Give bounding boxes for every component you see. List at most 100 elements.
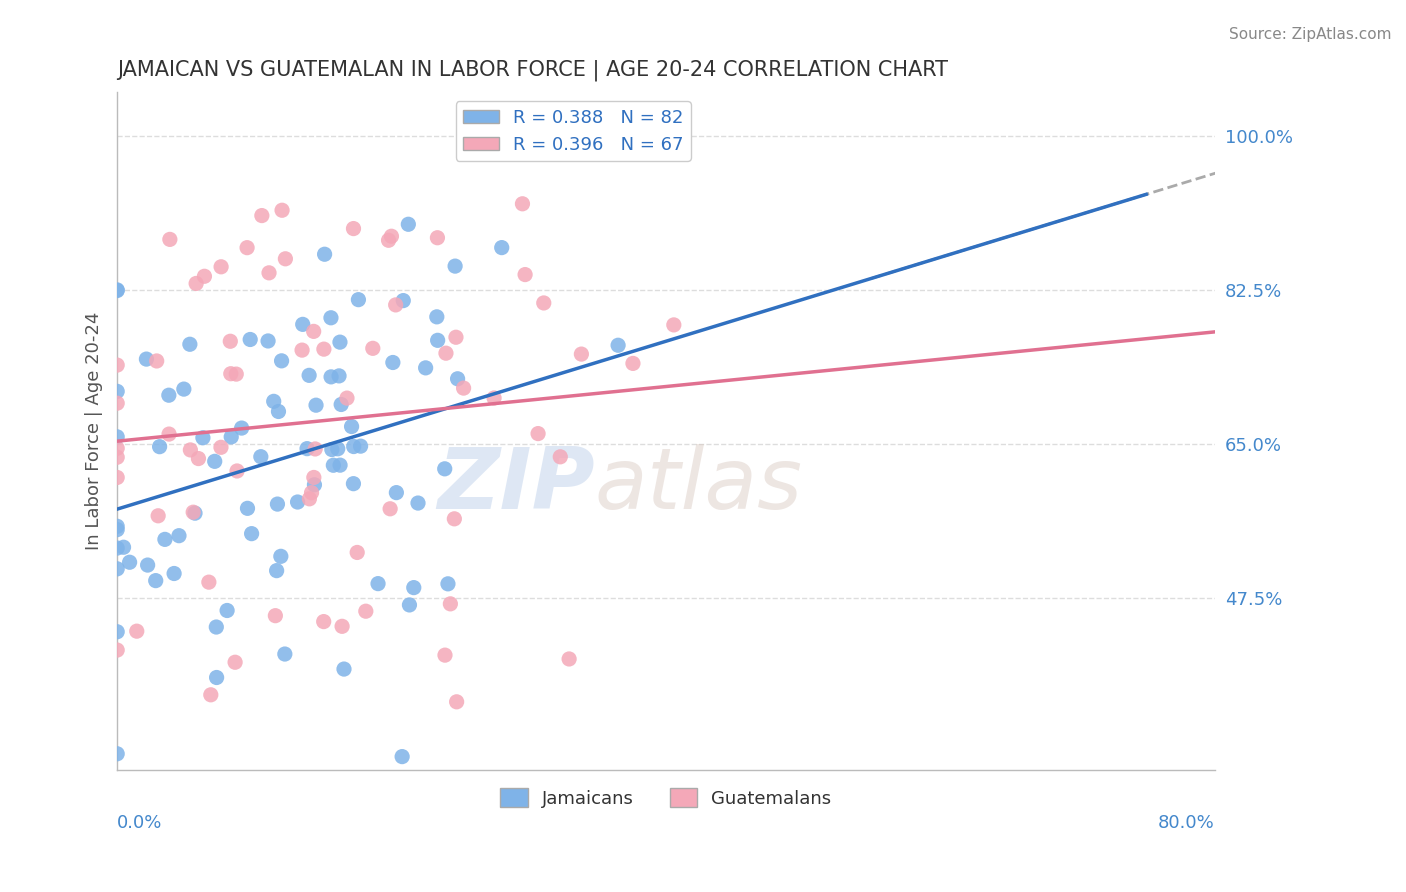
Point [105,562,128,576]
Point [219,334,242,349]
Text: 80.0%: 80.0% [1159,814,1215,832]
Point [105,624,128,639]
Point [231,421,253,435]
Point [264,608,287,623]
Point [406,496,429,510]
Point [198,575,221,590]
Point [145,354,167,368]
Point [321,442,343,457]
Point [250,450,273,464]
Point [527,426,550,441]
Point [301,485,323,500]
Point [662,318,685,332]
Point [312,342,335,356]
Point [105,384,128,399]
Point [305,398,328,412]
Point [225,367,247,381]
Point [319,310,342,325]
Point [205,620,228,634]
Point [250,209,273,223]
Point [125,624,148,639]
Point [149,440,172,454]
Point [217,603,239,617]
Point [105,541,128,555]
Text: atlas: atlas [595,443,803,527]
Point [319,369,342,384]
Point [224,655,246,669]
Point [340,419,363,434]
Point [398,598,420,612]
Point [105,523,128,537]
Point [513,268,536,282]
Point [240,526,263,541]
Point [136,558,159,572]
Point [433,462,456,476]
Point [270,354,292,368]
Point [607,338,630,352]
Point [263,394,285,409]
Point [105,396,128,410]
Point [336,391,359,405]
Point [191,431,214,445]
Point [209,440,232,454]
Point [396,217,419,231]
Point [287,495,309,509]
Point [302,470,325,484]
Point [343,440,366,454]
Point [163,566,186,581]
Point [304,477,326,491]
Text: Source: ZipAtlas.com: Source: ZipAtlas.com [1229,27,1392,42]
Point [302,324,325,338]
Point [433,648,456,662]
Point [105,430,128,444]
Text: JAMAICAN VS GUATEMALAN IN LABOR FORCE | AGE 20-24 CORRELATION CHART: JAMAICAN VS GUATEMALAN IN LABOR FORCE | … [117,60,948,81]
Point [274,252,297,266]
Point [491,241,513,255]
Point [291,318,314,332]
Point [392,293,415,308]
Point [219,430,242,444]
Point [330,619,353,633]
Point [437,577,460,591]
Point [415,360,437,375]
Point [377,233,399,247]
Point [380,229,402,244]
Point [105,442,128,456]
Point [330,397,353,411]
Point [342,476,364,491]
Point [346,545,368,559]
Point [446,695,468,709]
Point [385,485,408,500]
Point [118,555,141,569]
Point [274,647,297,661]
Text: ZIP: ZIP [437,443,595,527]
Point [444,259,467,273]
Point [105,519,128,533]
Point [322,458,344,473]
Point [219,367,242,381]
Point [384,298,406,312]
Point [204,454,226,468]
Point [105,358,128,372]
Point [298,368,321,383]
Y-axis label: In Labor Force | Age 20-24: In Labor Force | Age 20-24 [86,312,103,550]
Point [105,284,128,298]
Point [443,512,465,526]
Point [266,497,288,511]
Point [193,269,215,284]
Point [236,241,259,255]
Point [159,232,181,246]
Point [153,533,176,547]
Point [157,388,180,402]
Point [333,662,356,676]
Point [439,597,461,611]
Point [342,221,364,235]
Point [378,501,401,516]
Point [179,337,201,351]
Point [314,247,336,261]
Point [135,352,157,367]
Point [105,450,128,465]
Point [146,508,169,523]
Point [226,464,249,478]
Point [361,342,384,356]
